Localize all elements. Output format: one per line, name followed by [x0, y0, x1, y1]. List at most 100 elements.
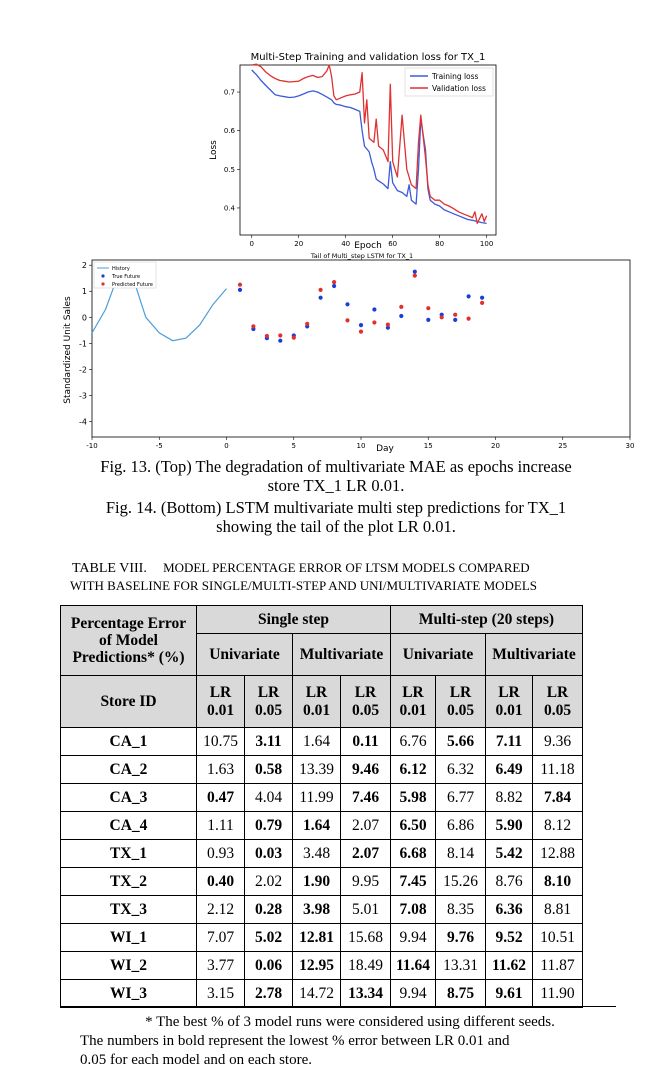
lr-header: LR 0.01 [196, 675, 245, 728]
loss-y-tick-label: 0.4 [224, 204, 236, 212]
footnote-line2: The numbers in bold represent the lowest… [80, 1033, 510, 1049]
store-id-cell: TX_2 [60, 867, 197, 896]
value-cell: 8.10 [532, 867, 583, 896]
legend-history: History [112, 266, 130, 272]
value-cell: 10.51 [532, 923, 583, 952]
table-label: TABLE VIII. [72, 561, 147, 576]
predicted-future-point [345, 318, 350, 323]
true-future-point [278, 338, 283, 343]
true-future-point [466, 294, 471, 299]
value-cell: 0.06 [244, 951, 293, 980]
group-single-step: Single step [196, 605, 391, 634]
lr-header: LR 0.05 [244, 675, 293, 728]
loss-chart-title: Multi-Step Training and validation loss … [251, 52, 486, 63]
value-cell: 3.77 [196, 951, 245, 980]
loss-x-tick-label: 100 [480, 240, 493, 248]
value-cell: 2.12 [196, 895, 245, 924]
footnote: * The best % of 3 model runs were consid… [80, 1013, 640, 1070]
table-row: WI_2 3.77 0.06 12.95 18.49 11.64 13.31 11.62 11.… [60, 951, 583, 980]
predicted-future-point [251, 324, 256, 329]
value-cell: 8.35 [435, 895, 486, 924]
store-id-header: Store ID [60, 675, 197, 728]
tail-x-tick-label: 30 [626, 442, 635, 450]
loss-y-tick-label: 0.6 [224, 127, 236, 135]
predicted-future-point [399, 304, 404, 309]
value-cell: 1.64 [292, 727, 341, 756]
true-future-point [385, 325, 390, 330]
value-cell: 3.98 [292, 895, 341, 924]
table-row: CA_3 0.47 4.04 11.99 7.46 5.98 6.77 8.82 7.84 [60, 783, 583, 812]
fig13-caption-line1: Fig. 13. (Top) The degradation of multiv… [100, 457, 572, 476]
loss-x-tick-label: 80 [435, 240, 444, 248]
lr-header: LR 0.01 [485, 675, 533, 728]
true-future-point [412, 269, 417, 274]
validation-loss-line [251, 63, 488, 225]
value-cell: 5.42 [485, 839, 533, 868]
predicted-future-point [426, 306, 431, 311]
true-future-point [453, 317, 458, 322]
table-caption: TABLE VIII. MODEL PERCENTAGE ERROR OF LT… [70, 559, 642, 594]
value-cell: 1.11 [196, 811, 245, 840]
loss-chart: Multi-Step Training and validation loss … [209, 52, 497, 251]
value-cell: 13.31 [435, 951, 486, 980]
predicted-future-point [237, 282, 243, 287]
true-future-point [358, 323, 364, 328]
value-cell: 2.78 [244, 979, 293, 1008]
value-cell: 6.76 [390, 727, 436, 756]
fig13-caption-line2: store TX_1 LR 0.01. [267, 476, 405, 495]
value-cell: 12.81 [292, 923, 341, 952]
tail-chart: Tail of Multi_step LSTM for TX_1 210-1-2… [63, 252, 635, 454]
value-cell: 5.90 [485, 811, 533, 840]
value-cell: 11.62 [485, 951, 533, 980]
legend-training-loss: Training loss [431, 72, 479, 81]
table-row: CA_2 1.63 0.58 13.39 9.46 6.12 6.32 6.49 11.18 [60, 755, 583, 784]
value-cell: 9.52 [485, 923, 533, 952]
value-cell: 7.84 [532, 783, 583, 812]
true-future-point [345, 302, 350, 307]
store-id-cell: WI_2 [60, 951, 197, 980]
value-cell: 0.40 [196, 867, 245, 896]
true-future-point [318, 295, 323, 300]
single-multivariate-header: Multivariate [292, 633, 391, 676]
value-cell: 11.87 [532, 951, 583, 980]
tail-x-tick-label: 5 [292, 442, 296, 450]
tail-x-tick-label: 25 [558, 442, 567, 450]
value-cell: 6.32 [435, 755, 486, 784]
predicted-future-point [385, 322, 390, 327]
predicted-future-point [439, 315, 444, 320]
value-cell: 0.28 [244, 895, 293, 924]
value-cell: 5.98 [390, 783, 436, 812]
loss-y-tick-label: 0.5 [224, 166, 235, 174]
predicted-future-point [480, 300, 485, 305]
value-cell: 9.94 [390, 979, 436, 1008]
value-cell: 7.45 [390, 867, 436, 896]
value-cell: 0.11 [340, 727, 391, 756]
value-cell: 7.08 [390, 895, 436, 924]
value-cell: 0.79 [244, 811, 293, 840]
value-cell: 11.64 [390, 951, 436, 980]
true-future-point [399, 313, 404, 319]
value-cell: 13.39 [292, 755, 341, 784]
tail-legend: History True Future Predicted Future [93, 261, 157, 289]
value-cell: 6.77 [435, 783, 486, 812]
value-cell: 9.36 [532, 727, 583, 756]
tail-x-tick-label: -5 [156, 442, 163, 450]
value-cell: 3.15 [196, 979, 245, 1008]
table-row: WI_1 7.07 5.02 12.81 15.68 9.94 9.76 9.52 10.51 [60, 923, 583, 952]
predicted-future-point [358, 329, 364, 334]
value-cell: 11.90 [532, 979, 583, 1008]
tail-x-tick-label: -10 [86, 442, 97, 450]
value-cell: 2.02 [244, 867, 293, 896]
store-id-cell: TX_3 [60, 895, 197, 924]
value-cell: 9.94 [390, 923, 436, 952]
value-cell: 6.12 [390, 755, 436, 784]
lr-header: LR 0.05 [532, 675, 583, 728]
value-cell: 9.46 [340, 755, 391, 784]
value-cell: 3.11 [244, 727, 293, 756]
predicted-future-point [305, 321, 310, 326]
table-row: CA_1 10.75 3.11 1.64 0.11 6.76 5.66 7.11 9.36 [60, 727, 583, 756]
lr-header: LR 0.01 [390, 675, 436, 728]
value-cell: 18.49 [340, 951, 391, 980]
value-cell: 7.07 [196, 923, 245, 952]
legend-validation-loss: Validation loss [432, 84, 486, 93]
